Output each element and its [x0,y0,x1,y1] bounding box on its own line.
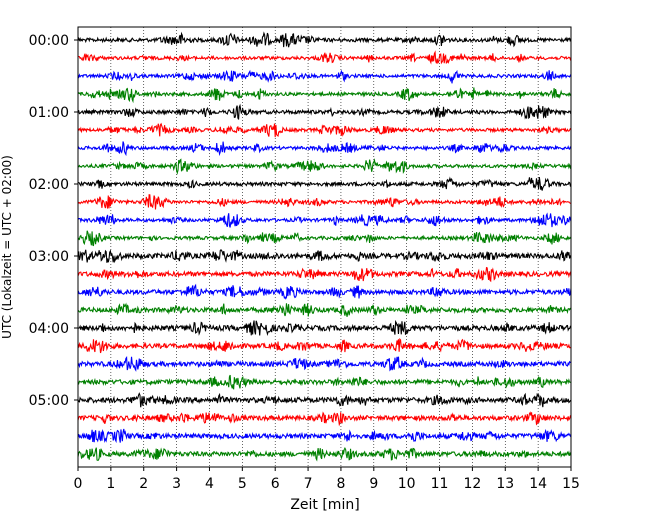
trace-line [77,230,572,247]
trace-line [77,122,572,138]
trace-line [77,411,572,427]
x-tick-label: 11 [431,476,449,492]
x-tick-label: 8 [336,476,345,492]
trace-line [77,141,572,157]
trace-line [77,283,572,300]
trace-line [77,176,572,191]
y-tick-label: 04:00 [29,321,69,337]
x-tick-label: 10 [398,476,416,492]
trace-line [77,103,572,120]
trace-line [77,158,572,175]
x-tick-label: 6 [271,476,280,492]
trace-line [77,374,572,390]
trace-line [77,337,572,354]
grid-lines [110,27,539,467]
x-tick-label: 13 [496,476,514,492]
x-tick-label: 3 [172,476,181,492]
trace-line [77,356,572,372]
trace-line [77,319,572,337]
x-tick-label: 0 [74,476,83,492]
y-tick-label: 03:00 [29,249,69,265]
x-tick-label: 15 [562,476,580,492]
y-tick-label: 00:00 [29,33,69,49]
y-tick-label: 05:00 [29,393,69,409]
y-tick-label: 02:00 [29,177,69,193]
trace-line [77,212,572,228]
x-tick-label: 5 [238,476,247,492]
x-tick-label: 4 [205,476,214,492]
x-tick-label: 1 [106,476,115,492]
trace-line [77,266,572,283]
trace-line [77,194,572,210]
x-tick-label: 2 [139,476,148,492]
x-tick-label: 7 [304,476,313,492]
trace-line [77,392,572,408]
trace-line [77,302,572,317]
trace-line [77,248,572,264]
y-axis-label: UTC (Lokalzeit = UTC + 02:00) [0,155,14,339]
x-tick-label: 14 [529,476,547,492]
trace-line [77,50,572,65]
x-axis-ticks: 0 1 2 3 4 5 6 7 8 9 10 11 12 13 14 15 [74,467,580,492]
plot-frame [77,26,572,468]
x-tick-label: 12 [463,476,481,492]
y-tick-label: 01:00 [29,105,69,121]
x-tick-label: 9 [369,476,378,492]
y-axis-ticks: 00:00 01:00 02:00 03:00 04:00 05:00 [29,33,78,409]
trace-line [77,69,572,84]
seismic-traces [77,31,572,462]
x-axis-label: Zeit [min] [290,497,359,513]
trace-line [77,87,572,104]
trace-line [77,428,572,444]
trace-line [77,446,572,462]
trace-line [77,31,572,48]
